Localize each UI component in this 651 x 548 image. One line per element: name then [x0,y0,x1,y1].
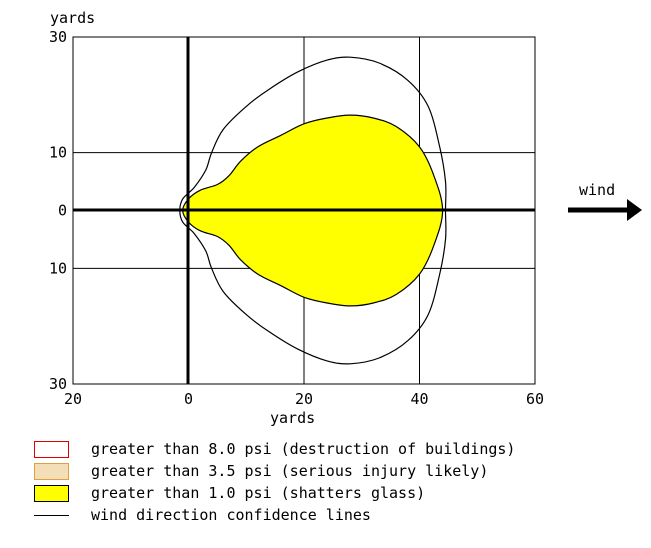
legend-label-3-5psi: greater than 3.5 psi (serious injury lik… [91,462,489,480]
y-tick-label: 10 [49,259,67,277]
legend-swatch-3-5psi [34,462,69,480]
y-tick-label: 30 [49,28,67,46]
x-tick-label: 60 [526,390,544,408]
x-tick-label: 20 [64,390,82,408]
x-tick-label: 20 [295,390,313,408]
legend-swatch-1psi [34,484,69,502]
y-tick-label: 0 [58,202,67,220]
y-tick-label: 30 [49,375,67,393]
legend-swatch-8psi [34,440,69,458]
x-tick-label: 0 [184,390,193,408]
legend-item-confidence-lines: wind direction confidence lines [34,504,515,526]
y-axis-title: yards [50,9,95,27]
y-tick-label: 10 [49,144,67,162]
legend-item-3-5psi: greater than 3.5 psi (serious injury lik… [34,460,515,482]
wind-arrow-icon [568,199,642,221]
chart: 20 0 20 40 60 30 10 0 10 30 yards yards wind [49,9,642,427]
legend-item-1psi: greater than 1.0 psi (shatters glass) [34,482,515,504]
legend-label-confidence-lines: wind direction confidence lines [91,506,371,524]
legend-swatch-confidence-lines [34,507,69,524]
legend-label-8psi: greater than 8.0 psi (destruction of bui… [91,440,516,458]
legend: greater than 8.0 psi (destruction of bui… [34,438,515,526]
legend-label-1psi: greater than 1.0 psi (shatters glass) [91,484,426,502]
x-axis-title: yards [270,409,315,427]
wind-label: wind [579,181,615,199]
y-tick-labels: 30 10 0 10 30 [49,28,67,393]
legend-item-8psi: greater than 8.0 psi (destruction of bui… [34,438,515,460]
x-tick-labels: 20 0 20 40 60 [64,390,544,408]
x-tick-label: 40 [410,390,428,408]
